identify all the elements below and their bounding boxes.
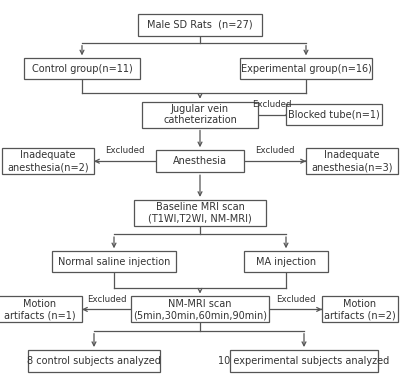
Text: Inadequate
anesthesia(n=3): Inadequate anesthesia(n=3) (311, 151, 393, 172)
Text: 8 control subjects analyzed: 8 control subjects analyzed (27, 356, 161, 366)
Text: Motion
artifacts (n=1): Motion artifacts (n=1) (4, 299, 76, 320)
FancyBboxPatch shape (142, 102, 258, 128)
Text: 10 experimental subjects analyzed: 10 experimental subjects analyzed (218, 356, 390, 366)
Text: Excluded: Excluded (252, 100, 292, 109)
FancyBboxPatch shape (52, 251, 176, 272)
Text: Baseline MRI scan
(T1WI,T2WI, NM-MRI): Baseline MRI scan (T1WI,T2WI, NM-MRI) (148, 202, 252, 223)
Text: Excluded: Excluded (105, 146, 145, 155)
FancyBboxPatch shape (156, 150, 244, 172)
Text: Control group(n=11): Control group(n=11) (32, 64, 132, 74)
FancyBboxPatch shape (286, 104, 382, 125)
Text: MA injection: MA injection (256, 257, 316, 267)
FancyBboxPatch shape (0, 296, 82, 322)
FancyBboxPatch shape (240, 58, 372, 79)
FancyBboxPatch shape (134, 200, 266, 226)
Text: Jugular vein
catheterization: Jugular vein catheterization (163, 104, 237, 125)
FancyBboxPatch shape (28, 350, 160, 372)
Text: Excluded: Excluded (276, 295, 315, 304)
Text: Male SD Rats  (n=27): Male SD Rats (n=27) (147, 20, 253, 30)
Text: Motion
artifacts (n=2): Motion artifacts (n=2) (324, 299, 396, 320)
Text: Excluded: Excluded (87, 295, 126, 304)
FancyBboxPatch shape (230, 350, 378, 372)
FancyBboxPatch shape (306, 148, 398, 174)
Text: Inadequate
anesthesia(n=2): Inadequate anesthesia(n=2) (7, 151, 89, 172)
Text: NM-MRI scan
(5min,30min,60min,90min): NM-MRI scan (5min,30min,60min,90min) (133, 299, 267, 320)
FancyBboxPatch shape (244, 251, 328, 272)
Text: Normal saline injection: Normal saline injection (58, 257, 170, 267)
Text: Anesthesia: Anesthesia (173, 156, 227, 166)
Text: Experimental group(n=16): Experimental group(n=16) (240, 64, 372, 74)
FancyBboxPatch shape (138, 14, 262, 36)
Text: Blocked tube(n=1): Blocked tube(n=1) (288, 110, 380, 120)
Text: Excluded: Excluded (255, 146, 295, 155)
FancyBboxPatch shape (322, 296, 398, 322)
FancyBboxPatch shape (24, 58, 140, 79)
FancyBboxPatch shape (131, 296, 269, 322)
FancyBboxPatch shape (2, 148, 94, 174)
